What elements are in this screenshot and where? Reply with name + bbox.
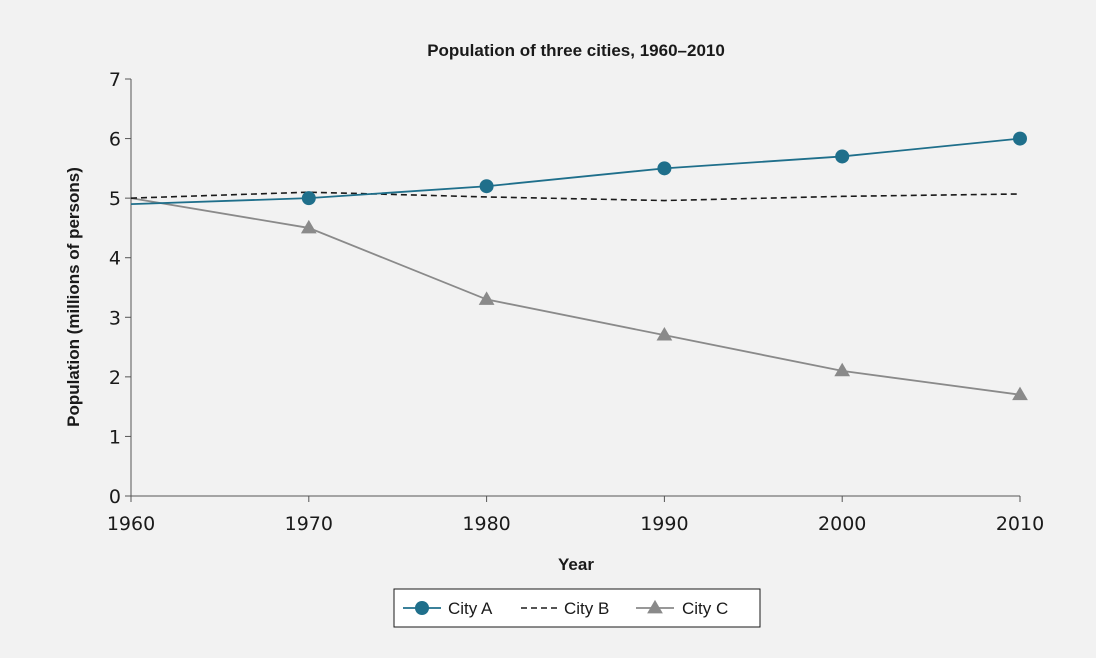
y-tick-label: 6 <box>109 129 121 151</box>
legend-label-city-b: City B <box>564 599 609 618</box>
x-tick-label: 1990 <box>640 513 688 535</box>
legend-item-city-b: City B <box>521 599 609 618</box>
x-tick-label: 1960 <box>107 513 155 535</box>
series-line-city-a <box>130 137 1021 205</box>
data-point-city-a <box>835 149 850 164</box>
data-point-city-c <box>834 362 851 377</box>
x-tick-label: 1970 <box>285 513 333 535</box>
data-point-city-a <box>657 161 672 176</box>
series-city-b <box>130 191 1021 202</box>
y-tick-label: 5 <box>109 188 121 210</box>
axes: 0 1 2 3 4 5 6 7 1960 1970 1980 1990 2000 2010 <box>107 69 1044 535</box>
y-tick-label: 4 <box>109 248 121 270</box>
legend-marker-city-a <box>415 601 429 615</box>
data-point-city-c <box>478 291 495 305</box>
x-tick-label: 2000 <box>818 513 866 535</box>
legend-item-city-c: City C <box>636 599 728 618</box>
legend: City A City B City C <box>393 588 761 628</box>
legend-item-city-a: City A <box>403 599 493 618</box>
data-point-city-c <box>300 219 317 234</box>
y-tick-label: 1 <box>109 426 121 448</box>
legend-box <box>393 588 761 628</box>
data-point-city-a <box>301 191 316 206</box>
data-point-city-c <box>1012 386 1028 401</box>
y-axis-label: Population (millions of persons) <box>64 167 83 427</box>
chart-title: Population of three cities, 1960–2010 <box>427 41 725 60</box>
x-tick-label: 1980 <box>462 513 510 535</box>
x-tick-label: 2010 <box>996 513 1044 535</box>
y-tick-label: 2 <box>109 367 121 389</box>
series-layer <box>130 131 1028 401</box>
legend-marker-city-c <box>647 599 663 614</box>
data-point-city-a <box>479 179 494 194</box>
legend-label-city-a: City A <box>448 599 493 618</box>
series-line-city-b <box>130 191 1021 202</box>
legend-label-city-c: City C <box>682 599 728 618</box>
series-line-city-c <box>130 197 1021 396</box>
x-axis-label: Year <box>558 555 594 574</box>
data-point-city-c <box>656 327 673 341</box>
data-point-city-a <box>1013 131 1027 146</box>
series-city-c <box>130 197 1028 401</box>
y-tick-label: 0 <box>109 486 121 508</box>
series-city-a <box>130 131 1027 206</box>
y-tick-label: 7 <box>109 69 121 91</box>
y-tick-label: 3 <box>109 307 121 329</box>
